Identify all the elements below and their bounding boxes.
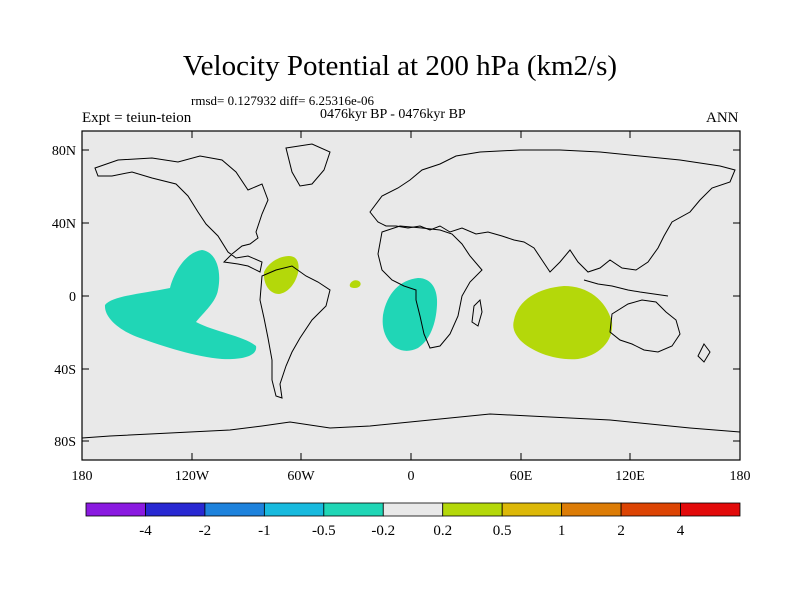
colorbar-box — [85, 502, 146, 517]
lon-label: 60W — [287, 469, 315, 484]
season-label: ANN — [706, 110, 739, 126]
lon-label: 0 — [408, 469, 415, 484]
atlantic-positive-spot-region — [349, 280, 361, 288]
eurasia-coastline — [369, 149, 736, 273]
plot-title: Velocity Potential at 200 hPa (km2/s) — [182, 50, 618, 82]
lon-label: 180 — [730, 469, 751, 484]
colorbar-box — [145, 502, 206, 517]
new-zealand-coastline — [697, 343, 711, 363]
north-america-coastline — [94, 155, 269, 273]
south-america-coastline — [259, 265, 331, 399]
colorbar-label: -4 — [139, 523, 152, 539]
colorbar-box — [323, 502, 384, 517]
indonesia-coastline — [583, 279, 669, 297]
australia-coastline — [609, 299, 681, 353]
longitude-axis: 180 120W 60W 0 60E 120E 180 — [72, 131, 751, 484]
colorbar-box — [442, 502, 503, 517]
colorbar-label: -0.5 — [312, 523, 336, 539]
lon-label: 120W — [175, 469, 210, 484]
period-subtitle: 0476kyr BP - 0476kyr BP — [320, 107, 466, 122]
colorbar-labels: -4 -2 -1 -0.5 -0.2 0.2 0.5 1 2 4 — [139, 523, 685, 539]
colorbar-box — [263, 502, 325, 517]
stats-subtitle: rmsd= 0.127932 diff= 6.25316e-06 — [191, 93, 375, 108]
colorbar-box — [501, 502, 563, 517]
colorbar-label: 4 — [677, 523, 685, 539]
colorbar-label: 2 — [617, 523, 625, 539]
colorbar-label: -2 — [199, 523, 212, 539]
lon-label: 120E — [615, 469, 645, 484]
latitude-axis: 80N 40N 0 40S 80S — [52, 144, 740, 450]
madagascar-coastline — [471, 298, 483, 327]
greenland-coastline — [285, 143, 331, 187]
indian-ocean-positive-region — [513, 286, 613, 360]
central-pacific-negative-region — [104, 250, 257, 360]
lon-label: 60E — [510, 469, 533, 484]
colorbar-box — [620, 502, 681, 517]
lon-label: 180 — [72, 469, 93, 484]
lat-label: 80S — [54, 435, 76, 450]
africa-coastline — [377, 225, 483, 349]
antarctica-coastline — [81, 413, 741, 439]
colorbar-label: 1 — [558, 523, 566, 539]
experiment-label: Expt = teiun-teion — [82, 110, 192, 126]
lat-label: 40S — [54, 363, 76, 378]
lat-label: 40N — [52, 217, 76, 232]
colorbar-label: -0.2 — [371, 523, 395, 539]
colorbar-label: 0.5 — [493, 523, 512, 539]
coastline-layer — [81, 143, 741, 439]
colorbar-label: -1 — [258, 523, 271, 539]
lat-label: 0 — [69, 290, 76, 305]
colorbar-box — [561, 502, 622, 517]
colorbar — [85, 502, 741, 517]
colorbar-label: 0.2 — [433, 523, 452, 539]
colorbar-box — [680, 502, 741, 517]
colorbar-box — [382, 502, 444, 517]
colorbar-box — [204, 502, 265, 517]
contour-fill-layer — [104, 250, 613, 360]
caribbean-positive-region — [263, 256, 299, 294]
lat-label: 80N — [52, 144, 76, 159]
